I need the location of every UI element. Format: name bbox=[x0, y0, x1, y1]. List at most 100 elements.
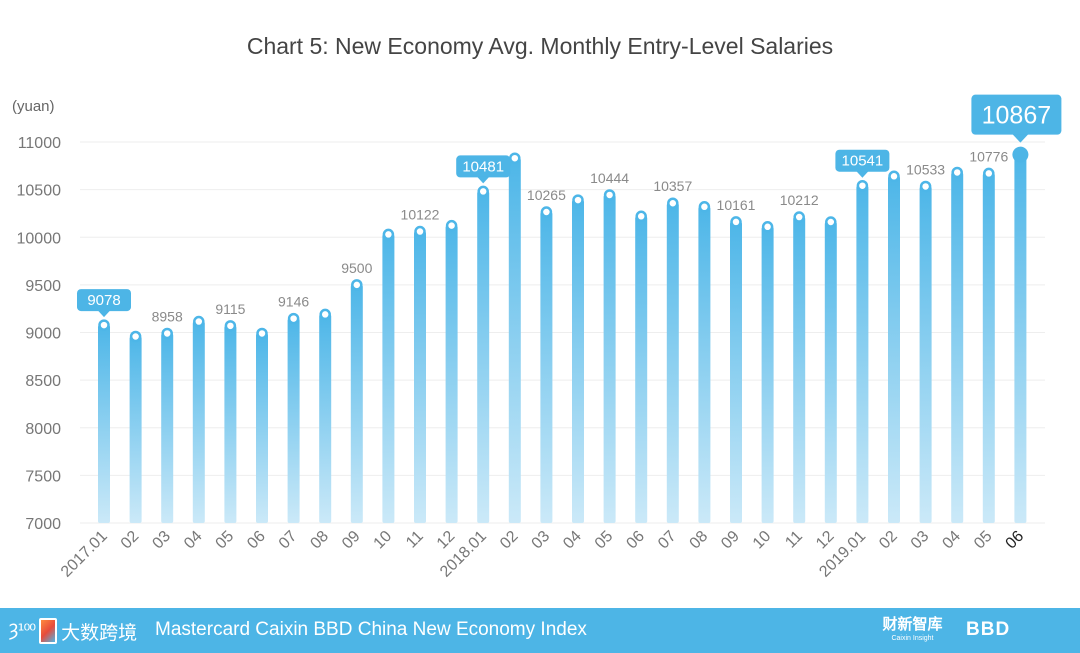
bar bbox=[477, 191, 490, 523]
y-axis-unit-label: (yuan) bbox=[12, 98, 55, 115]
bar-end-marker bbox=[983, 167, 995, 180]
x-tick-label: 12 bbox=[434, 528, 459, 553]
data-labels: 8958 9115 9146 9500 10122 10265 10444 10357 1016… bbox=[152, 148, 1009, 324]
x-tick-label: 04 bbox=[939, 528, 964, 553]
x-tick-label: 11 bbox=[782, 528, 806, 552]
x-tick-label: 10 bbox=[371, 528, 396, 553]
y-axis-ticks: 11000 10500 10000 9500 9000 8500 8000 7500 7000 bbox=[17, 135, 62, 533]
callout-box bbox=[835, 149, 890, 172]
y-tick-label: 11000 bbox=[18, 135, 61, 152]
bar-end-marker bbox=[698, 201, 711, 213]
bar-end-marker bbox=[445, 219, 458, 232]
bar-end-markers bbox=[98, 146, 1029, 343]
bar-end-marker bbox=[1012, 146, 1029, 163]
bar-end-marker bbox=[477, 185, 489, 198]
logo-text: 大数跨境 bbox=[61, 622, 138, 644]
salary-bar-chart: Chart 5: New Economy Avg. Monthly Entry-… bbox=[12, 33, 1062, 581]
y-tick-label: 9500 bbox=[25, 278, 61, 295]
data-label: 10161 bbox=[717, 197, 756, 213]
bar bbox=[572, 200, 584, 524]
bar-end-marker bbox=[509, 152, 521, 164]
bar-end-marker bbox=[382, 228, 395, 241]
y-tick-label: 10500 bbox=[17, 183, 62, 200]
chart-title: Chart 5: New Economy Avg. Monthly Entry-… bbox=[247, 33, 833, 59]
bar-end-marker bbox=[603, 189, 616, 201]
x-tick-label: 04 bbox=[181, 528, 206, 553]
x-tick-label: 12 bbox=[813, 528, 838, 553]
bar bbox=[919, 186, 932, 523]
y-tick-label: 9000 bbox=[25, 326, 61, 343]
callout-label: 10481 bbox=[462, 158, 504, 175]
callout-pointer bbox=[477, 176, 490, 184]
bar bbox=[698, 206, 711, 523]
bar bbox=[761, 226, 774, 523]
callout-pointer bbox=[98, 310, 110, 318]
data-label: 10357 bbox=[653, 178, 692, 194]
x-tick-label: 08 bbox=[687, 528, 712, 553]
bar-end-marker bbox=[193, 315, 205, 328]
bar bbox=[350, 284, 363, 523]
bar bbox=[635, 216, 648, 524]
callout-label: 9078 bbox=[87, 292, 120, 309]
bar-end-marker bbox=[414, 225, 426, 238]
bar-end-marker bbox=[319, 308, 331, 321]
bar bbox=[888, 176, 900, 524]
caixin-insight-name: 财新智库 bbox=[882, 616, 943, 633]
bbd-logo: BBD bbox=[966, 619, 1011, 640]
x-tick-label: 03 bbox=[149, 528, 174, 553]
data-label: 10212 bbox=[780, 192, 819, 208]
bar bbox=[1014, 154, 1027, 523]
callout: 10867 bbox=[971, 94, 1062, 143]
x-tick-label: 02 bbox=[876, 528, 901, 553]
data-label: 9115 bbox=[215, 301, 245, 317]
x-tick-label: 06 bbox=[623, 528, 648, 553]
x-tick-label: 03 bbox=[529, 528, 554, 553]
bar-end-marker bbox=[540, 206, 553, 218]
logo-dashujujing: Ȝ¹⁰⁰ 大数跨境 bbox=[8, 616, 143, 646]
data-label: 10265 bbox=[527, 187, 566, 203]
bar bbox=[382, 234, 395, 523]
data-label: 10533 bbox=[906, 161, 945, 177]
bar-end-marker bbox=[761, 221, 774, 233]
bar bbox=[287, 318, 300, 523]
bar bbox=[192, 321, 205, 523]
x-tick-label: 07 bbox=[655, 528, 680, 553]
bar-end-marker bbox=[351, 279, 363, 291]
bar bbox=[603, 194, 616, 524]
x-tick-label: 02 bbox=[118, 528, 143, 553]
bar-end-marker bbox=[287, 312, 300, 325]
bar bbox=[856, 185, 869, 523]
callout-label: 10867 bbox=[982, 102, 1052, 130]
bar-end-marker bbox=[256, 327, 268, 340]
bar bbox=[414, 231, 426, 523]
caixin-insight-logo: 财新智库 Caixin Insight bbox=[880, 616, 945, 646]
bar-end-marker bbox=[919, 180, 932, 193]
data-label: 9146 bbox=[278, 294, 309, 310]
bar-end-marker bbox=[98, 319, 110, 331]
x-tick-label: 2017.01 bbox=[58, 528, 111, 581]
data-label: 10776 bbox=[969, 148, 1008, 164]
footer-bar: Ȝ¹⁰⁰ 大数跨境 Mastercard Caixin BBD China Ne… bbox=[0, 608, 1080, 653]
callout-pointer bbox=[1012, 134, 1029, 143]
bar bbox=[224, 325, 237, 523]
bar bbox=[129, 336, 142, 523]
bar bbox=[319, 314, 332, 523]
x-tick-label: 03 bbox=[908, 528, 933, 553]
x-tick-label: 02 bbox=[497, 528, 522, 553]
caixin-insight-subtitle: Caixin Insight bbox=[891, 635, 934, 642]
bar bbox=[508, 158, 521, 523]
callouts: 9078 10481 10541 10867 bbox=[77, 94, 1062, 318]
x-tick-label: 04 bbox=[560, 528, 585, 553]
logo-mark-icon: Ȝ¹⁰⁰ bbox=[8, 621, 36, 641]
y-tick-label: 8000 bbox=[25, 421, 61, 438]
callout: 10481 bbox=[456, 155, 511, 184]
bar bbox=[445, 225, 458, 523]
bar bbox=[824, 222, 837, 523]
bar bbox=[540, 212, 553, 524]
x-tick-label: 09 bbox=[339, 528, 364, 553]
data-label: 8958 bbox=[152, 308, 183, 324]
data-label: 9500 bbox=[341, 260, 372, 276]
x-tick-label: 06 bbox=[244, 528, 269, 553]
bars bbox=[98, 154, 1027, 524]
